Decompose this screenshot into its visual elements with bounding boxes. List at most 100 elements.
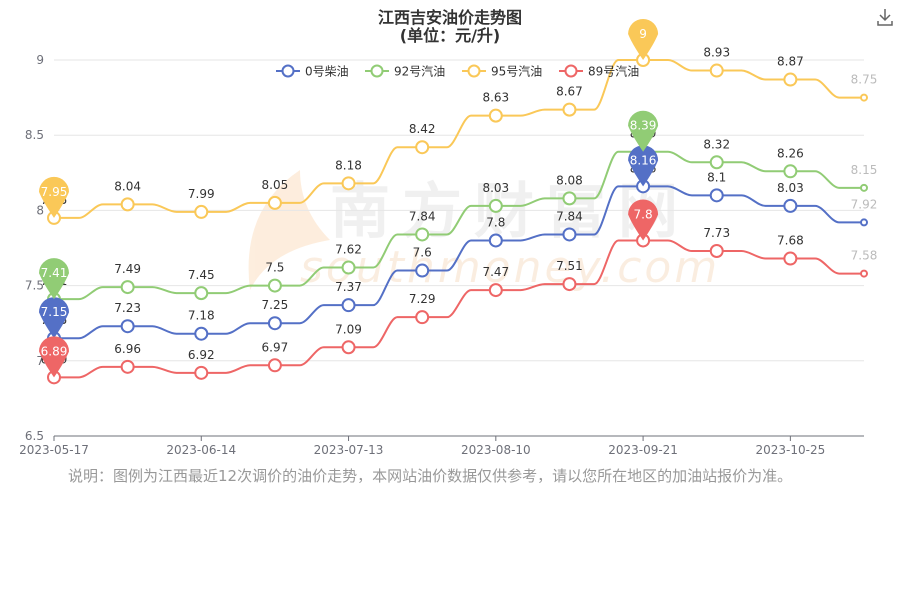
data-point (415, 227, 430, 242)
data-point (562, 191, 577, 206)
pin-label: 9 (639, 27, 647, 41)
data-point (860, 93, 868, 102)
data-label: 7.37 (335, 280, 362, 294)
data-label: 7.68 (777, 234, 804, 248)
data-label: 8.18 (335, 158, 362, 172)
data-label: 8.03 (777, 181, 804, 195)
data-label: 8.63 (482, 91, 509, 105)
legend-item[interactable]: 0号柴油 (276, 64, 349, 79)
data-label: 6.97 (262, 340, 289, 354)
data-point (783, 198, 798, 213)
legend-item[interactable]: 92号汽油 (365, 64, 445, 79)
data-label: 7.25 (262, 298, 289, 312)
data-label: 8.75 (851, 73, 878, 87)
series-line (54, 150, 864, 301)
legend: 0号柴油 92号汽油 95号汽油 89号汽油 (276, 64, 639, 79)
data-label: 8.15 (851, 163, 878, 177)
data-label: 8.93 (703, 46, 730, 60)
pin-marker (628, 199, 659, 241)
data-point (709, 155, 724, 170)
y-tick-label: 6.5 (25, 429, 44, 443)
data-point (488, 108, 503, 123)
data-label: 8.32 (703, 137, 730, 151)
chart-title: 江西吉安油价走势图 (377, 8, 522, 27)
pin-marker (39, 258, 69, 300)
grid: 6.5 7 7.5 8 8.5 9 (25, 53, 864, 443)
data-label: 8.67 (556, 85, 583, 99)
series-pins-3: 6.89 7.8 (39, 199, 659, 378)
data-point (562, 102, 577, 117)
data-label: 7.23 (114, 301, 141, 315)
data-label: 7.73 (703, 226, 730, 240)
data-label: 8.08 (556, 173, 583, 187)
data-point (120, 280, 135, 295)
data-point (709, 244, 724, 259)
data-label: 7.8 (486, 215, 505, 229)
data-point (267, 195, 282, 210)
data-label: 7.51 (556, 259, 583, 273)
data-point (341, 298, 356, 313)
pin-marker (628, 145, 659, 187)
data-point (783, 251, 798, 266)
data-label: 7.45 (188, 268, 215, 282)
series-line (54, 239, 864, 379)
legend-label: 92号汽油 (394, 64, 445, 79)
data-point (194, 365, 209, 380)
data-label: 6.96 (114, 342, 141, 356)
series-pins-2: 7.95 9 (39, 19, 659, 218)
data-point (267, 278, 282, 293)
legend-marker (281, 64, 295, 78)
x-tick-label: 2023-05-17 (19, 443, 89, 457)
data-point (194, 204, 209, 219)
y-tick-label: 8 (36, 203, 44, 217)
data-point (860, 269, 868, 278)
data-point (488, 198, 503, 213)
chart-note: 说明：图例为江西最近12次调价的油价走势，本网站油价数据仅供参考，请以您所在地区… (68, 467, 793, 485)
x-tick-label: 2023-09-21 (608, 443, 678, 457)
watermark-cn: 南方财富网 (330, 177, 690, 247)
data-point (709, 188, 724, 203)
series-pins-0: 7.15 8.16 (39, 145, 659, 339)
data-point (488, 233, 503, 248)
legend-marker (370, 64, 384, 78)
data-point (488, 283, 503, 298)
data-label: 7.99 (188, 187, 215, 201)
data-label: 8.42 (409, 122, 436, 136)
pin-label: 8.16 (630, 153, 657, 167)
data-label: 8.1 (707, 170, 726, 184)
pin-marker (628, 110, 659, 152)
data-label: 7.92 (851, 197, 878, 211)
data-point (860, 183, 868, 192)
legend-item[interactable]: 89号汽油 (559, 64, 639, 79)
download-icon[interactable] (874, 6, 896, 28)
legend-item[interactable]: 95号汽油 (462, 64, 542, 79)
legend-label: 89号汽油 (588, 64, 639, 79)
data-label: 8.03 (482, 181, 509, 195)
legend-marker (564, 64, 578, 78)
data-point (120, 197, 135, 212)
data-point (120, 359, 135, 374)
data-point (860, 218, 868, 227)
data-label: 8.05 (262, 178, 289, 192)
data-label: 7.84 (556, 209, 583, 223)
data-label: 7.18 (188, 309, 215, 323)
legend-label: 95号汽油 (491, 64, 542, 79)
data-point (562, 227, 577, 242)
data-point (783, 72, 798, 87)
data-point (267, 358, 282, 373)
x-tick-label: 2023-07-13 (314, 443, 384, 457)
legend-marker (467, 64, 481, 78)
series-line (54, 59, 864, 219)
data-label: 8.04 (114, 179, 141, 193)
data-point (120, 319, 135, 334)
data-point (415, 310, 430, 325)
data-label: 7.09 (335, 322, 362, 336)
data-point (415, 140, 430, 155)
data-label: 7.47 (482, 265, 509, 279)
data-point (709, 63, 724, 78)
data-label: 7.49 (114, 262, 141, 276)
data-label: 8.26 (777, 146, 804, 160)
chart-subtitle: (单位：元/升) (399, 26, 501, 45)
series-pins-1: 7.41 8.39 (39, 110, 659, 300)
data-label: 7.5 (265, 261, 284, 275)
